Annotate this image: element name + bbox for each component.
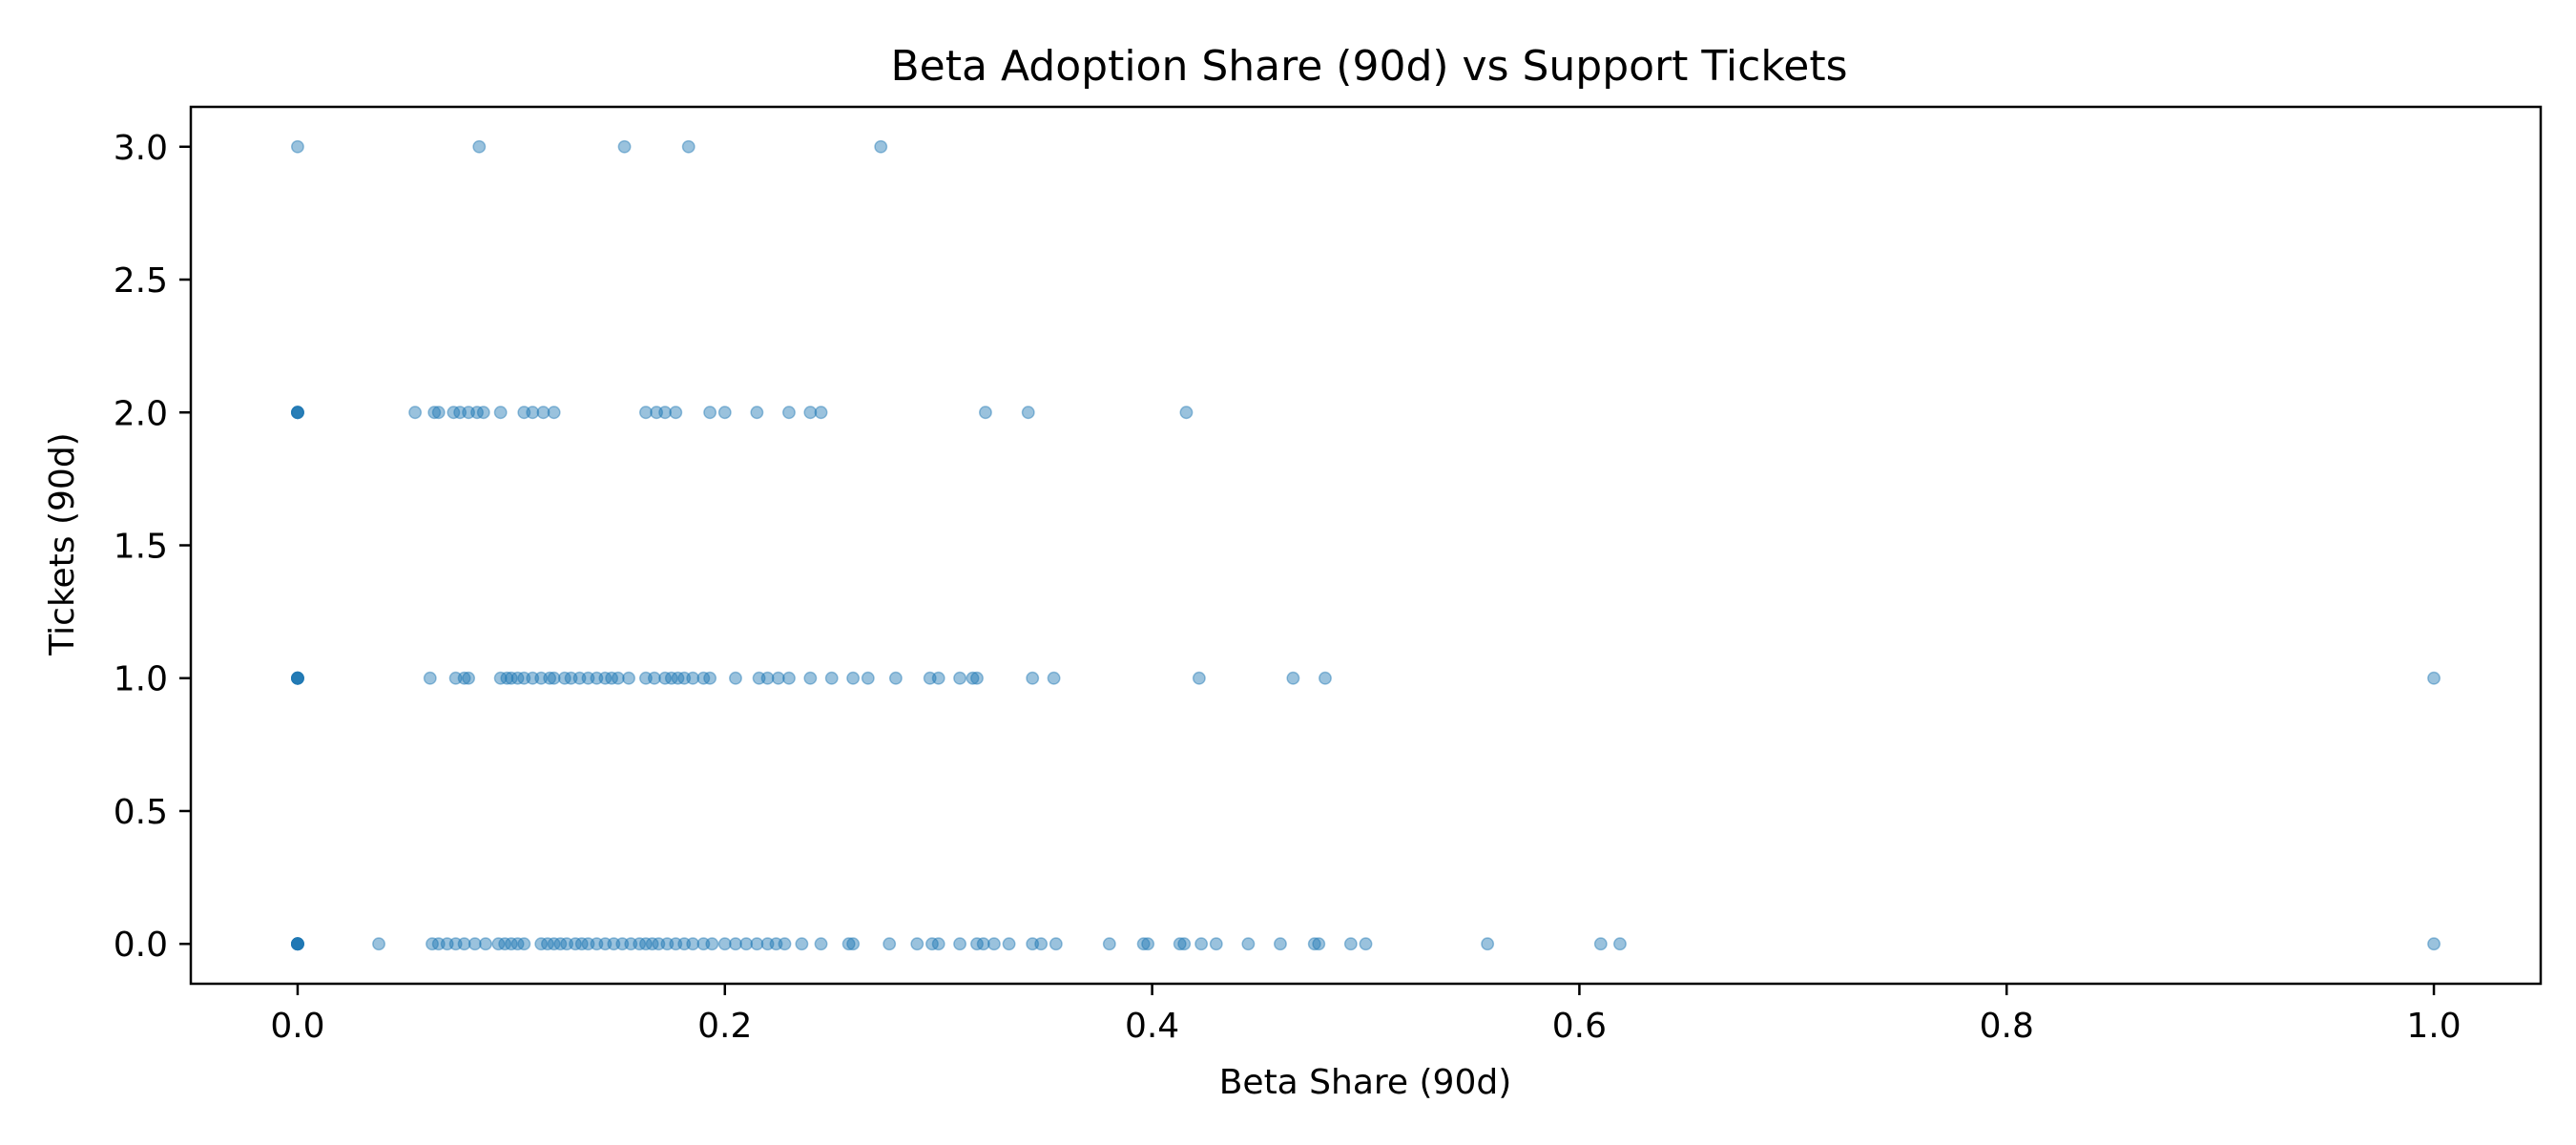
y-tick-label: 2.0 — [114, 394, 168, 433]
x-tick-label: 0.8 — [1980, 1007, 2034, 1046]
scatter-point — [796, 938, 807, 949]
scatter-point — [480, 938, 491, 949]
scatter-point — [783, 673, 795, 684]
x-tick-label: 0.4 — [1125, 1007, 1179, 1046]
y-tick-label: 0.5 — [114, 793, 168, 832]
scatter-point — [1027, 673, 1038, 684]
scatter-point — [1003, 938, 1014, 949]
scatter-point — [1023, 406, 1034, 418]
scatter-point — [1180, 406, 1192, 418]
scatter-point — [409, 406, 421, 418]
y-tick-label: 0.0 — [114, 926, 168, 965]
scatter-point — [704, 406, 716, 418]
y-axis-label: Tickets (90d) — [43, 432, 82, 656]
scatter-point — [890, 673, 902, 684]
scatter-point — [683, 141, 695, 153]
scatter-point — [2428, 673, 2440, 684]
scatter-point — [1360, 938, 1371, 949]
scatter-point — [1275, 938, 1286, 949]
scatter-point — [1313, 938, 1324, 949]
scatter-point — [2428, 938, 2440, 949]
scatter-point — [1048, 673, 1059, 684]
scatter-point — [1287, 673, 1298, 684]
scatter-point — [815, 938, 826, 949]
scatter-point — [1195, 938, 1207, 949]
scatter-point — [292, 673, 303, 684]
scatter-point — [618, 141, 630, 153]
scatter-point — [815, 406, 826, 418]
scatter-point — [1242, 938, 1254, 949]
scatter-point — [1050, 938, 1062, 949]
scatter-point — [1319, 673, 1331, 684]
scatter-point — [804, 673, 816, 684]
scatter-point — [373, 938, 384, 949]
scatter-point — [704, 673, 716, 684]
scatter-point — [751, 406, 762, 418]
scatter-point — [779, 938, 790, 949]
scatter-point — [292, 938, 303, 949]
scatter-point — [548, 406, 559, 418]
scatter-point — [494, 406, 506, 418]
x-axis-label: Beta Share (90d) — [1219, 1063, 1512, 1102]
x-tick-label: 1.0 — [2406, 1007, 2461, 1046]
scatter-point — [1142, 938, 1153, 949]
scatter-point — [670, 406, 681, 418]
x-tick-label: 0.6 — [1552, 1007, 1607, 1046]
scatter-point — [478, 406, 489, 418]
scatter-point — [847, 673, 859, 684]
scatter-point — [954, 673, 966, 684]
scatter-point — [988, 938, 1000, 949]
scatter-point — [862, 673, 874, 684]
y-tick-label: 1.0 — [114, 660, 168, 699]
plot-area-frame — [191, 107, 2541, 984]
scatter-point — [292, 406, 303, 418]
scatter-point — [518, 938, 530, 949]
y-tick-label: 2.5 — [114, 261, 168, 301]
scatter-point — [932, 938, 944, 949]
scatter-point — [847, 938, 859, 949]
scatter-point — [730, 673, 741, 684]
scatter-point — [292, 141, 303, 153]
x-tick-label: 0.2 — [697, 1007, 752, 1046]
scatter-point — [1104, 938, 1115, 949]
scatter-point — [1211, 938, 1222, 949]
scatter-point — [826, 673, 838, 684]
y-tick-label: 3.0 — [114, 129, 168, 168]
scatter-point — [433, 406, 445, 418]
scatter-point — [1178, 938, 1190, 949]
scatter-point — [1614, 938, 1626, 949]
scatter-point — [911, 938, 923, 949]
scatter-point — [425, 673, 436, 684]
x-axis-ticks: 0.0 0.2 0.4 0.6 0.8 1.0 — [270, 984, 2461, 1046]
scatter-point — [954, 938, 966, 949]
scatter-point — [1194, 673, 1205, 684]
scatter-point — [463, 673, 474, 684]
scatter-point — [473, 141, 485, 153]
scatter-point — [875, 141, 886, 153]
scatter-point — [883, 938, 895, 949]
scatter-point — [1482, 938, 1493, 949]
x-tick-label: 0.0 — [270, 1007, 324, 1046]
scatter-point — [783, 406, 795, 418]
scatter-point — [932, 673, 944, 684]
scatter-point — [706, 938, 717, 949]
scatter-markers — [292, 141, 2441, 950]
scatter-point — [980, 406, 991, 418]
chart-title: Beta Adoption Share (90d) vs Support Tic… — [891, 42, 1848, 91]
y-axis-ticks: 0.0 0.5 1.0 1.5 2.0 2.5 3.0 — [114, 129, 191, 965]
scatter-point — [719, 406, 731, 418]
scatter-point — [971, 673, 983, 684]
scatter-point — [1035, 938, 1047, 949]
scatter-point — [1595, 938, 1607, 949]
scatter-point — [1345, 938, 1357, 949]
y-tick-label: 1.5 — [114, 528, 168, 567]
scatter-point — [623, 673, 634, 684]
